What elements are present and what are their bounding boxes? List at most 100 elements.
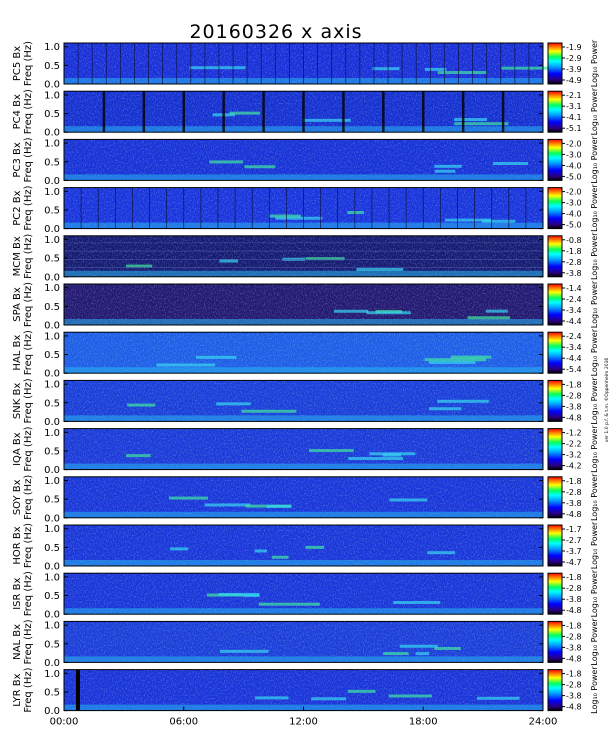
power-patch bbox=[383, 652, 409, 656]
power-patch bbox=[366, 311, 411, 315]
power-patch bbox=[241, 409, 297, 413]
y-tick-label: 0.5 bbox=[44, 687, 60, 698]
colorbar-tick-label: -4.0 bbox=[566, 210, 582, 219]
power-patch bbox=[454, 118, 487, 122]
y-axis-label: Freq (Hz) bbox=[23, 378, 34, 423]
power-patch bbox=[481, 219, 516, 223]
y-tick-label: 0.0 bbox=[44, 513, 60, 524]
y-tick-label: 1.0 bbox=[44, 187, 60, 198]
y-axis-label: PC3 Bx bbox=[12, 142, 23, 177]
panel-iqa: 0.0 0.5 1.0 IQA Bx Freq (Hz) -1.2 -2.2 -3.2 -4.2… bbox=[12, 425, 599, 476]
power-patch bbox=[271, 555, 289, 559]
plot-frame bbox=[63, 187, 544, 230]
power-patch bbox=[501, 66, 548, 70]
panel-snk: 0.0 0.5 1.0 SNK Bx Freq (Hz) -1.8 -2.8 -3.8 -4.8… bbox=[12, 376, 599, 427]
y-tick-label: 1.0 bbox=[44, 380, 60, 391]
colorbar bbox=[547, 235, 563, 278]
colorbar-tick-label: -2.4 bbox=[566, 332, 582, 341]
power-patch bbox=[388, 694, 433, 698]
y-tick-label: 0.5 bbox=[44, 254, 60, 265]
low-frequency-band bbox=[64, 174, 543, 181]
power-patch bbox=[244, 165, 276, 169]
y-tick-label: 0.5 bbox=[44, 591, 60, 602]
colorbar-label: Log₁₀ Power bbox=[590, 39, 599, 87]
colorbar-tick-label: -3.0 bbox=[566, 150, 582, 159]
y-axis-label: Freq (Hz) bbox=[23, 234, 34, 279]
colorbar bbox=[547, 476, 563, 519]
colorbar-tick-label: -3.1 bbox=[566, 102, 582, 111]
plot-frame bbox=[63, 428, 544, 471]
colorbar-tick-label: -3.8 bbox=[566, 643, 582, 652]
y-tick-label: 0.5 bbox=[44, 639, 60, 650]
colorbar-tick-label: -2.4 bbox=[566, 295, 582, 304]
power-patch bbox=[254, 549, 268, 553]
colorbar-tick-label: -3.8 bbox=[566, 402, 582, 411]
colorbar bbox=[547, 90, 563, 133]
y-tick-label: 0.5 bbox=[44, 302, 60, 313]
colorbar-tick-label: -1.8 bbox=[566, 621, 582, 630]
colorbar-label: Log₁₀ Power bbox=[590, 666, 599, 714]
chart-title: 20160326 x axis bbox=[189, 21, 362, 43]
y-tick-label: 1.0 bbox=[44, 331, 60, 342]
y-axis-label: HAL Bx bbox=[12, 335, 23, 371]
y-tick-label: 0.5 bbox=[44, 61, 60, 72]
colorbar-tick-label: -1.8 bbox=[566, 573, 582, 582]
colorbar-tick-label: -2.8 bbox=[566, 681, 582, 690]
plot-frame bbox=[63, 42, 544, 85]
power-patch bbox=[308, 449, 354, 453]
spectrogram-noise bbox=[64, 621, 543, 663]
colorbar-tick-label: -1.2 bbox=[566, 429, 582, 438]
power-patch bbox=[437, 71, 487, 75]
colorbar-tick-label: -4.4 bbox=[566, 354, 582, 363]
colorbar-tick-label: -1.8 bbox=[566, 247, 582, 256]
panel-pc2: 0.0 0.5 1.0 PC2 Bx Freq (Hz) -2.0 -3.0 -4.0 -5.0… bbox=[12, 184, 599, 235]
power-patch bbox=[275, 216, 323, 220]
power-patch bbox=[305, 545, 325, 549]
y-axis-label: Freq (Hz) bbox=[23, 475, 34, 520]
colorbar-tick-label: -3.8 bbox=[566, 595, 582, 604]
power-patch bbox=[382, 453, 402, 457]
power-patch bbox=[302, 118, 351, 122]
y-axis-label: HOR Bx bbox=[12, 526, 23, 564]
colorbar-tick-label: -3.8 bbox=[566, 692, 582, 701]
power-patch bbox=[168, 496, 208, 500]
y-axis-label: Freq (Hz) bbox=[23, 137, 34, 182]
power-patch bbox=[258, 602, 320, 606]
y-axis-label: SNK Bx bbox=[12, 383, 23, 419]
colorbar-label: Log₁₀ Power bbox=[590, 184, 599, 232]
colorbar-tick-label: -1.7 bbox=[566, 525, 582, 534]
colorbar-tick-label: -4.8 bbox=[566, 606, 582, 615]
y-axis-label: PC2 Bx bbox=[12, 190, 23, 225]
panel-hal: 0.0 0.5 1.0 HAL Bx Freq (Hz) -2.4 -3.4 -4.4 -5.4… bbox=[12, 328, 599, 379]
colorbar-label: Log₁₀ Power bbox=[590, 569, 599, 617]
power-patch bbox=[216, 402, 251, 406]
power-patch bbox=[434, 169, 456, 173]
y-tick-label: 0.5 bbox=[44, 350, 60, 361]
y-tick-label: 0.5 bbox=[44, 109, 60, 120]
power-patch bbox=[196, 355, 237, 359]
colorbar-tick-label: -4.2 bbox=[566, 462, 582, 471]
power-patch bbox=[393, 601, 441, 605]
low-frequency-band bbox=[64, 270, 543, 277]
plot-frame bbox=[63, 138, 544, 181]
y-axis-label: Freq (Hz) bbox=[23, 89, 34, 134]
y-axis-label: SOY Bx bbox=[12, 479, 23, 515]
panel-soy: 0.0 0.5 1.0 SOY Bx Freq (Hz) -1.8 -2.8 -3.8 -4.8… bbox=[12, 473, 599, 524]
colorbar-tick-label: -2.8 bbox=[566, 258, 582, 267]
y-tick-label: 0.0 bbox=[44, 321, 60, 332]
power-patch bbox=[372, 67, 400, 71]
colorbar-tick-label: -3.4 bbox=[566, 343, 582, 352]
colorbar-tick-label: -2.9 bbox=[566, 54, 582, 63]
spectrogram-noise bbox=[64, 525, 543, 566]
y-tick-label: 0.0 bbox=[44, 80, 60, 91]
colorbar-tick-label: -3.9 bbox=[566, 65, 582, 74]
colorbar-tick-label: -2.7 bbox=[566, 536, 582, 545]
y-tick-label: 1.0 bbox=[44, 428, 60, 439]
spectrogram-noise bbox=[64, 139, 543, 181]
colorbar-label: Log₁₀ Power bbox=[590, 87, 599, 135]
low-frequency-band bbox=[64, 319, 543, 325]
colorbar-tick-label: -3.0 bbox=[566, 199, 582, 208]
spectrogram-noise bbox=[64, 235, 543, 277]
power-patch bbox=[229, 111, 261, 115]
power-patch bbox=[467, 316, 510, 320]
